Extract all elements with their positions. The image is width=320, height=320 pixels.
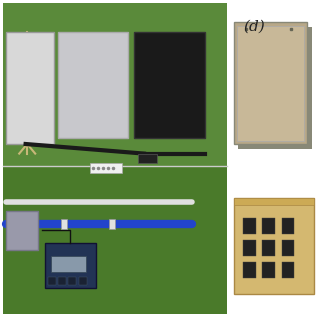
Bar <box>51 256 86 272</box>
Bar <box>234 198 314 294</box>
Bar <box>134 32 205 138</box>
Bar <box>262 262 275 278</box>
Text: (d): (d) <box>243 19 265 33</box>
Bar <box>262 240 275 256</box>
Bar <box>79 277 87 285</box>
Bar <box>61 219 67 229</box>
Bar <box>238 27 312 149</box>
Bar <box>282 240 294 256</box>
Bar <box>58 32 128 138</box>
Bar <box>48 277 56 285</box>
Bar <box>3 3 227 166</box>
Bar <box>243 218 256 234</box>
Bar <box>234 22 307 144</box>
Bar <box>237 26 304 141</box>
Bar <box>6 32 54 144</box>
Bar <box>234 198 314 205</box>
Bar <box>109 219 115 229</box>
Bar <box>45 243 96 288</box>
Bar <box>282 218 294 234</box>
Bar <box>6 211 38 250</box>
Bar <box>243 262 256 278</box>
Bar <box>58 277 66 285</box>
Bar <box>3 166 227 314</box>
Bar <box>68 277 76 285</box>
Bar <box>243 240 256 256</box>
Bar <box>262 218 275 234</box>
Bar <box>90 163 122 173</box>
Bar <box>282 262 294 278</box>
Bar <box>138 154 157 163</box>
